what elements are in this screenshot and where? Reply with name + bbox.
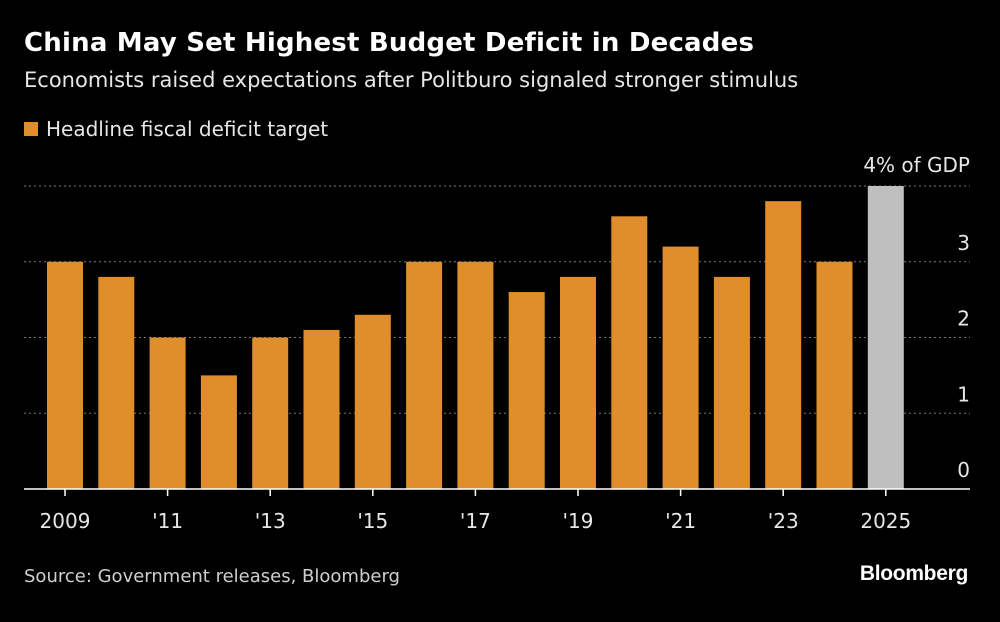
x-tick-label: '17 — [460, 509, 491, 533]
bar-2012 — [200, 375, 237, 489]
x-tick-label: 2009 — [40, 509, 91, 533]
bloomberg-logo: Bloomberg — [859, 562, 968, 585]
y-tick-label: 4% of GDP — [863, 153, 970, 177]
bar-2024 — [816, 261, 853, 489]
x-tick-label: '23 — [768, 509, 799, 533]
y-axis-labels: 0 1 2 3 4% of GDP — [863, 153, 970, 482]
x-tick-label: '13 — [255, 509, 286, 533]
y-tick-label: 0 — [957, 458, 970, 482]
bar-2010 — [98, 276, 135, 489]
bar-2025 — [867, 186, 904, 489]
y-tick-label: 3 — [957, 231, 970, 255]
y-tick-label: 1 — [957, 382, 970, 406]
chart-subtitle: Economists raised expectations after Pol… — [24, 68, 799, 92]
bar-2014 — [303, 329, 340, 489]
bar-2019 — [560, 276, 596, 489]
bar-2013 — [252, 337, 289, 489]
bar-2020 — [611, 216, 648, 490]
legend-label: Headline fiscal deficit target — [46, 117, 329, 141]
y-tick-label: 2 — [957, 307, 970, 331]
legend: Headline fiscal deficit target — [24, 117, 328, 141]
bar-2023 — [765, 201, 802, 489]
x-tick-label: '11 — [152, 509, 183, 533]
bar-2011 — [149, 337, 186, 489]
bar-2009 — [47, 261, 83, 489]
bars — [47, 186, 904, 490]
bar-2021 — [662, 246, 699, 489]
bar-2018 — [508, 292, 545, 489]
bar-2017 — [457, 261, 494, 489]
x-tick-label: '15 — [357, 509, 388, 533]
source-note: Source: Government releases, Bloomberg — [24, 566, 400, 587]
chart-title: China May Set Highest Budget Deficit in … — [24, 28, 755, 58]
legend-swatch — [24, 122, 38, 136]
bar-2022 — [713, 276, 750, 489]
x-axis — [24, 488, 970, 496]
x-tick-label: '21 — [665, 509, 696, 533]
x-axis-labels: 2009 '11 '13 '15 '17 '19 '21 '23 2025 — [40, 509, 912, 533]
x-tick-label: 2025 — [860, 509, 911, 533]
bar-2015 — [354, 314, 391, 489]
x-tick-label: '19 — [563, 509, 594, 533]
bar-2016 — [406, 261, 443, 489]
